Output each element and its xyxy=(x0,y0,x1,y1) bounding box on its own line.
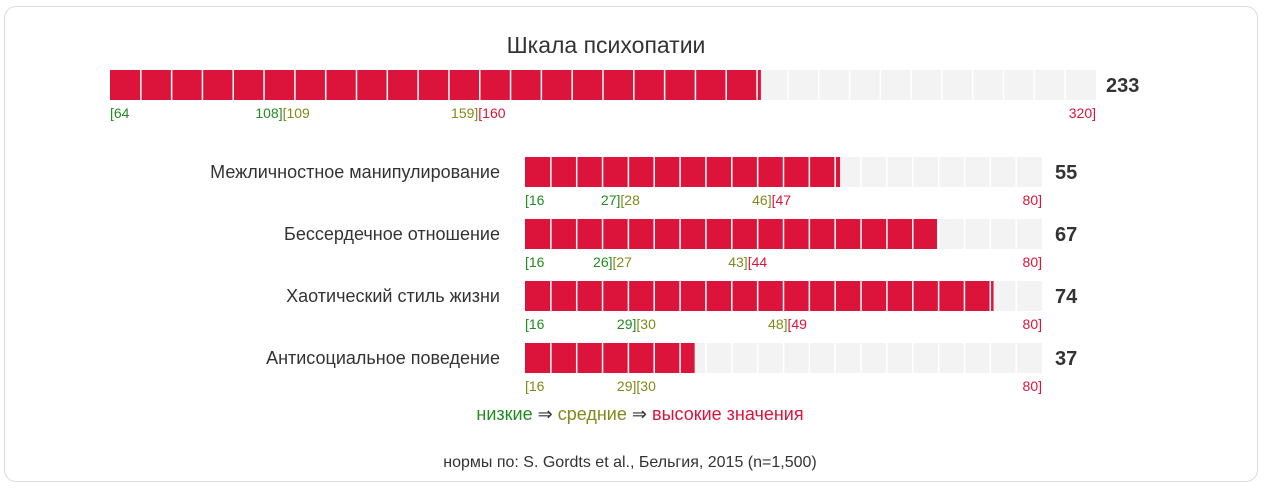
subscale-1-bar xyxy=(525,157,841,187)
total-scale-value: 233 xyxy=(1106,75,1139,97)
subscale-2-tick-label: [27 xyxy=(613,254,633,270)
subscale-3-tick-label: 29] xyxy=(617,316,636,332)
subscale-3-tick-label: 80] xyxy=(1023,316,1042,332)
subscale-4-tick-label: [30 xyxy=(636,378,656,394)
subscale-3-tick-label: [49 xyxy=(788,316,808,332)
total-scale-tick-label: 159] xyxy=(451,105,478,121)
psychopathy-chart: 233 [64 108] [109 159] [160 320] Межличностное … xyxy=(110,70,1139,394)
subscale-1-tick-label: [47 xyxy=(772,192,792,208)
legend-arrow-1: ⇒ xyxy=(537,404,553,424)
total-scale-tick-label: 320] xyxy=(1069,105,1096,121)
subscale-1-tick-label: [28 xyxy=(620,192,640,208)
subscale-3-tick-label: [16 xyxy=(525,316,545,332)
legend-low: низкие xyxy=(476,404,533,424)
subscale-2-tick-label: [16 xyxy=(525,254,545,270)
subscale-4-bar xyxy=(525,343,695,373)
subscale-1-tick-label: 46] xyxy=(752,192,771,208)
subscale-1-tick-label: [16 xyxy=(525,192,545,208)
subscale-3-label: Хаотический стиль жизни xyxy=(286,286,500,306)
subscale-2-value: 67 xyxy=(1055,224,1077,246)
norms-footnote: нормы по: S. Gordts et al., Бельгия, 201… xyxy=(443,454,817,471)
legend: низкие ⇒ средние ⇒ высокие значения xyxy=(0,404,1280,425)
subscale-3-value: 74 xyxy=(1055,286,1078,308)
subscale-3-tick-label: 48] xyxy=(768,316,787,332)
subscale-2-tick-label: [44 xyxy=(748,254,768,270)
subscale-4-tick-label: 29] xyxy=(617,378,636,394)
subscale-2-tick-label: 26] xyxy=(593,254,612,270)
subscale-2-bar xyxy=(525,219,937,249)
subscale-3-tick-label: [30 xyxy=(636,316,656,332)
subscale-1-value: 55 xyxy=(1055,162,1077,184)
subscale-4-tick-label: 80] xyxy=(1023,378,1042,394)
subscale-1-tick-label: 80] xyxy=(1023,192,1042,208)
subscale-1-tick-label: 27] xyxy=(601,192,620,208)
subscale-2-tick-label: 43] xyxy=(728,254,747,270)
subscale-4-tick-label: [16 xyxy=(525,378,545,394)
subscale-2-tick-label: 80] xyxy=(1023,254,1042,270)
subscale-3-bar xyxy=(525,281,994,311)
total-scale-tick-label: 108] xyxy=(255,105,282,121)
legend-high: высокие значения xyxy=(652,404,804,424)
subscale-4-value: 37 xyxy=(1055,348,1077,370)
total-scale-tick-label: [109 xyxy=(283,105,310,121)
chart-title: Шкала психопатии xyxy=(506,32,706,58)
subscale-1-label: Межличностное манипулирование xyxy=(210,162,500,182)
subscale-2-label: Бессердечное отношение xyxy=(284,224,500,244)
total-scale-bar xyxy=(110,70,761,100)
subscale-4-label: Антисоциальное поведение xyxy=(266,348,500,368)
total-scale-tick-label: [160 xyxy=(478,105,505,121)
total-scale-tick-label: [64 xyxy=(110,105,130,121)
legend-mid: средние xyxy=(557,404,627,424)
legend-arrow-2: ⇒ xyxy=(631,404,647,424)
